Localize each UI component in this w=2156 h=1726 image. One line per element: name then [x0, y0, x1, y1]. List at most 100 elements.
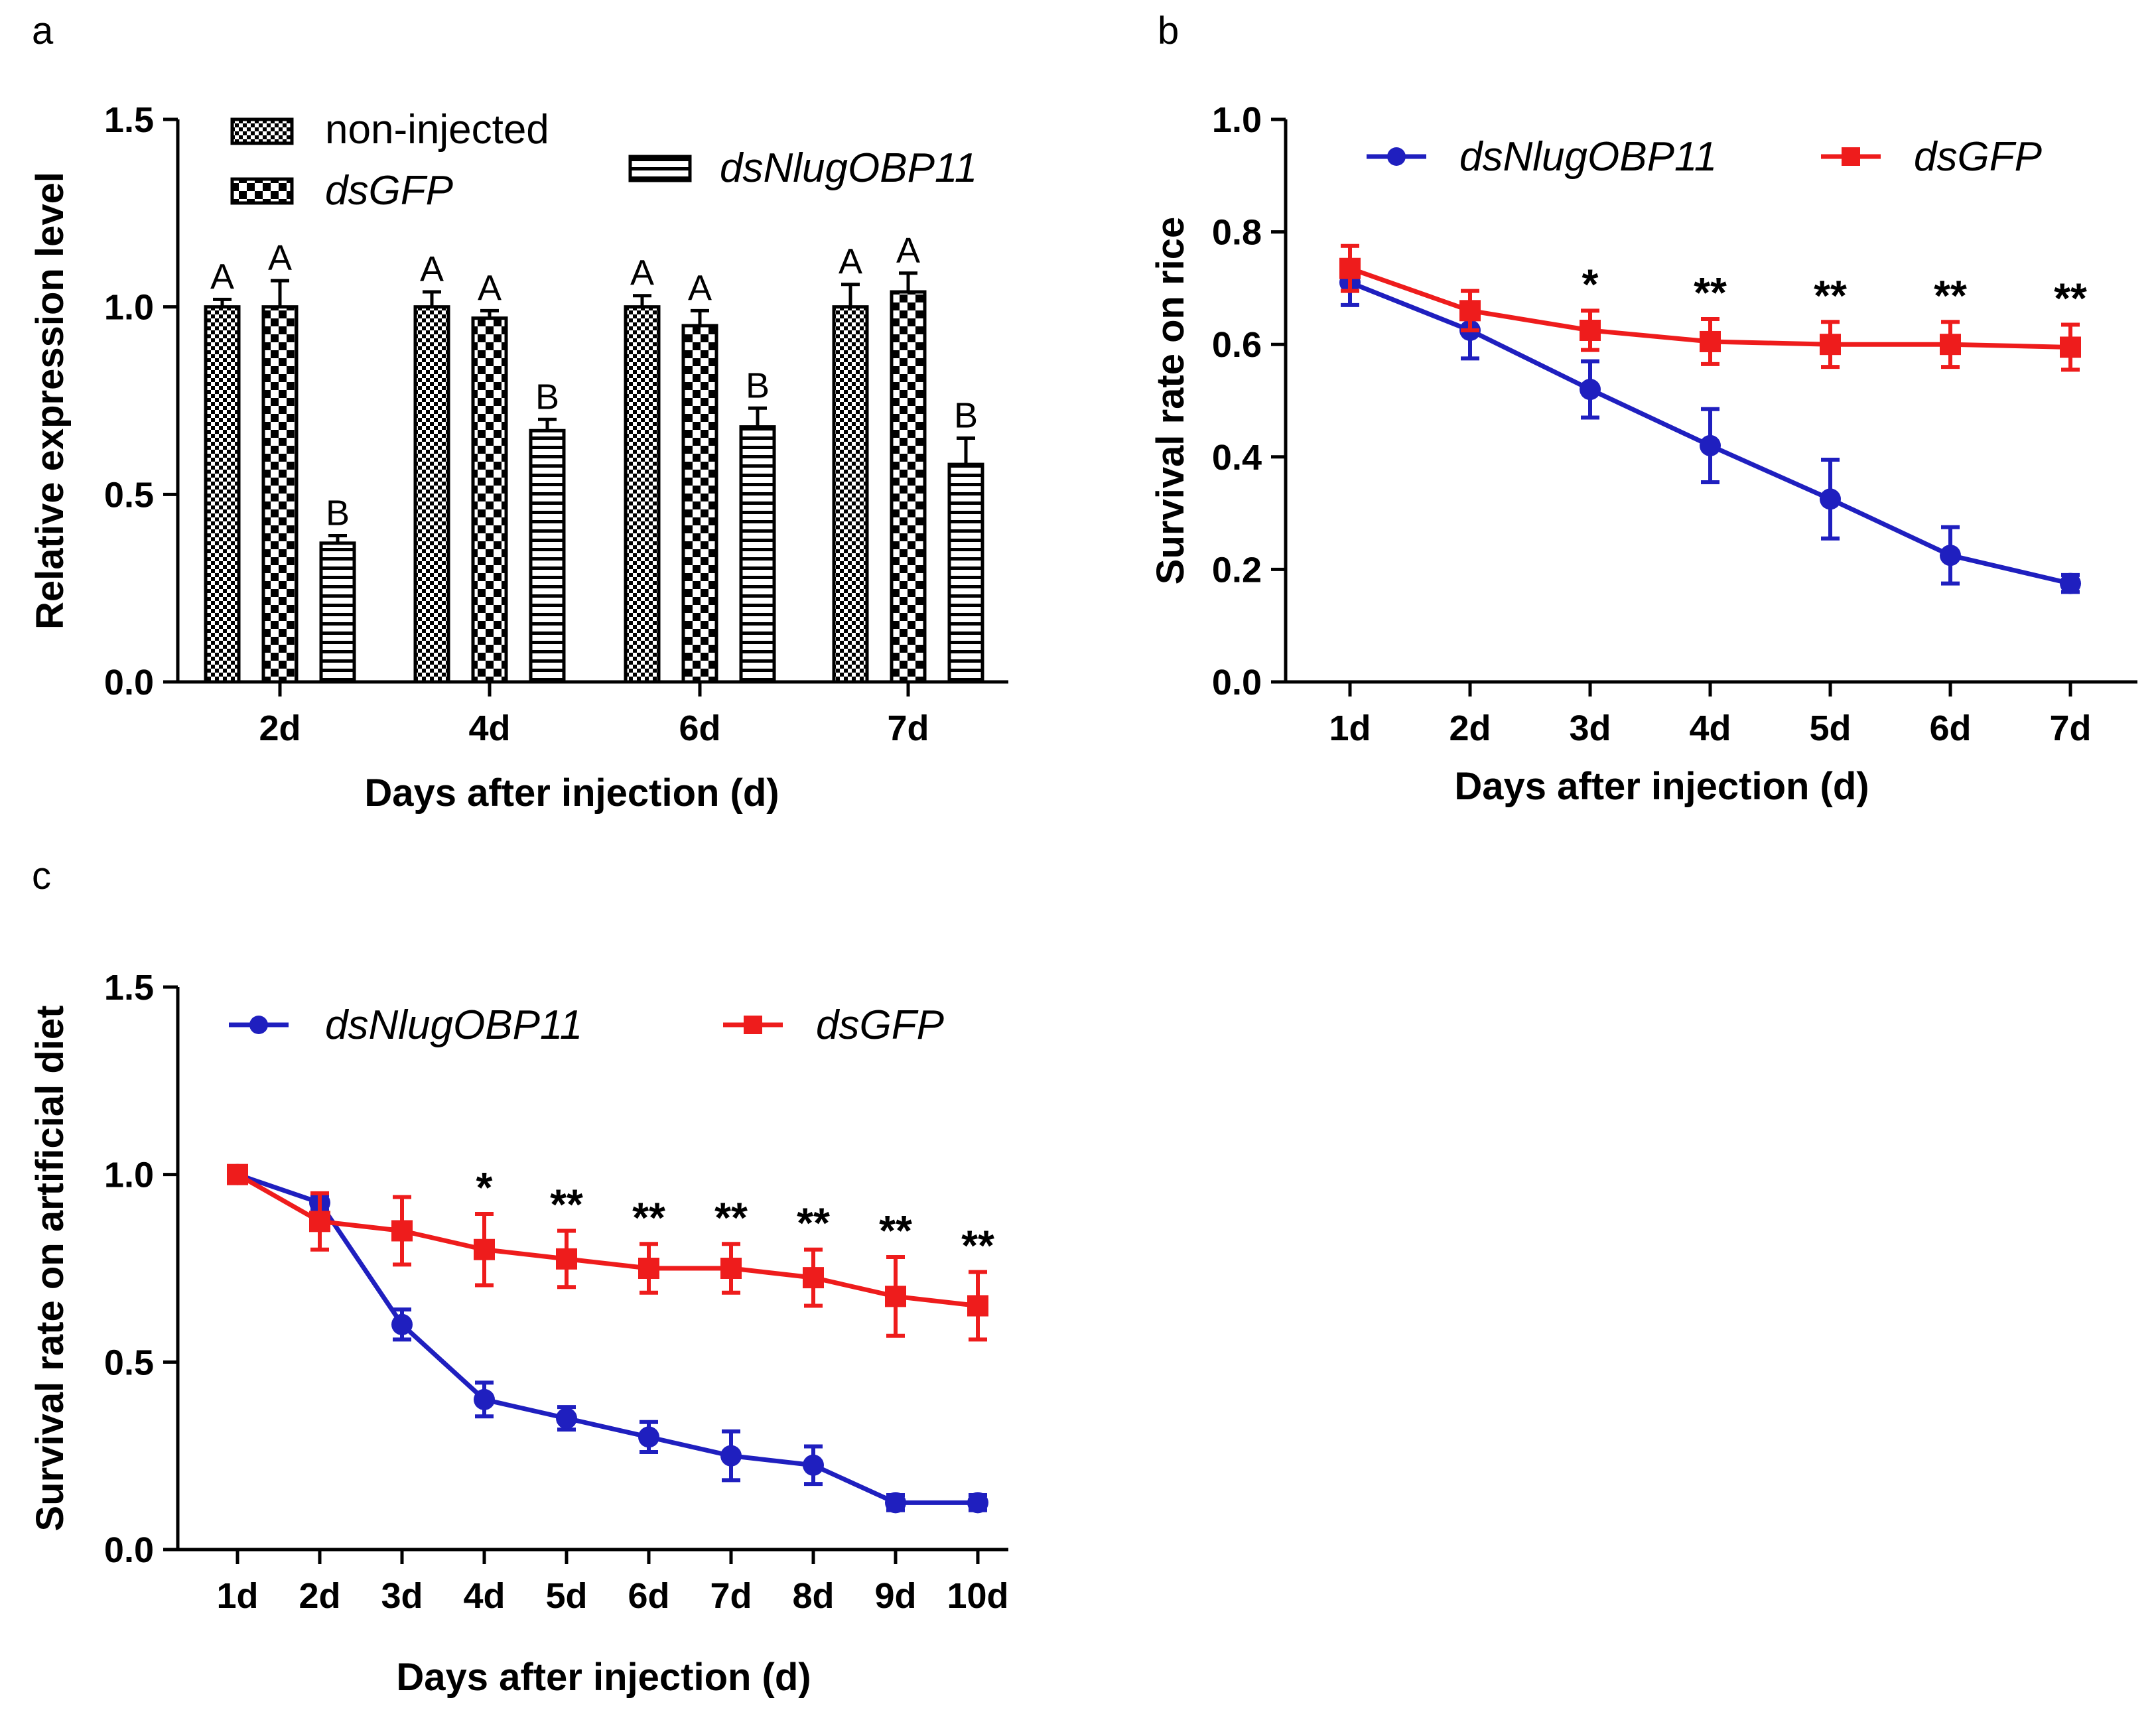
panel-b-x-tick-label: 7d — [2049, 708, 2091, 748]
panel-a-significance-letter: A — [420, 249, 444, 289]
legend-marker-c-dsNlugOBP11 — [249, 1016, 268, 1034]
panel-b-significance-stars: ** — [2054, 275, 2087, 322]
panel-b-x-tick-label: 4d — [1689, 708, 1731, 748]
panel-b-y-tick-label: 0.6 — [1212, 325, 1262, 365]
panel-a-significance-letter: A — [839, 242, 862, 282]
panel-a-significance-letter: B — [535, 377, 559, 417]
panel-b-point-dsGFP-2d — [1459, 300, 1481, 322]
panel-b-significance-stars: * — [1582, 260, 1599, 308]
panel-b-point-dsGFP-3d — [1580, 320, 1601, 341]
panel-c-x-tick-label: 8d — [792, 1576, 834, 1616]
panel-a-bar-dsNlugOBP11-6d — [739, 425, 776, 684]
panel-c-point-dsGFP-9d — [885, 1286, 906, 1307]
panel-b-point-dsGFP-6d — [1940, 334, 1961, 356]
panel-b-line-chart: 0.00.20.40.60.81.0 1d 2d 3d 4d 5d 6d 7d * ** ** *… — [1149, 100, 2137, 808]
panel-c-point-dsNlugOBP11-9d — [885, 1492, 906, 1514]
panel-a-legend: non-injected dsGFP dsNlugOBP11 — [230, 107, 977, 214]
panel-b-y-tick-label: 0.8 — [1212, 213, 1262, 253]
panel-b-point-dsGFP-4d — [1700, 330, 1721, 352]
panel-c-x-label: Days after injection (d) — [396, 1656, 811, 1699]
panel-c-point-dsGFP-5d — [556, 1248, 577, 1270]
legend-swatch-non-injected — [230, 117, 294, 145]
panel-c-point-dsGFP-3d — [391, 1220, 413, 1242]
panel-c-x-tick-label: 1d — [216, 1576, 258, 1616]
legend-label-non-injected: non-injected — [325, 107, 549, 153]
panel-a-y-tick-label: 1.0 — [104, 288, 154, 328]
legend-marker-dsNlugOBP11 — [1387, 147, 1406, 166]
panel-c-series-line-dsNlugOBP11 — [236, 1172, 978, 1505]
panel-c-point-dsGFP-4d — [474, 1238, 495, 1260]
panel-a-bar-dsGFP-2d — [261, 305, 299, 684]
panel-b-y-tick-label: 0.0 — [1212, 663, 1262, 702]
panel-a-bar-chart: 0.00.51.01.5 A ABA ABA ABA AB 2d 4d 6d 7d Relat… — [29, 100, 1008, 815]
panel-b-point-dsNlugOBP11-4d — [1700, 434, 1721, 456]
panel-c-significance-stars: * — [476, 1163, 493, 1211]
panel-c-y-tick-label: 1.5 — [104, 968, 154, 1008]
panel-c-point-dsNlugOBP11-5d — [556, 1408, 577, 1429]
panel-c-y-tick-label: 1.0 — [104, 1156, 154, 1195]
panel-a-bar-dsNlugOBP11-7d — [947, 462, 984, 684]
panel-c-significance-stars: ** — [714, 1193, 748, 1241]
legend-marker-dsGFP — [1842, 147, 1860, 166]
panel-b-x-tick-label: 3d — [1569, 708, 1611, 748]
panel-c-significance-stars: ** — [961, 1222, 994, 1270]
panel-b-x-tick-label: 2d — [1449, 708, 1491, 748]
panel-a-y-tick-label: 0.0 — [104, 663, 154, 702]
panel-a-y-label: Relative expression level — [29, 172, 72, 630]
panel-a-bar-non-injected-6d — [624, 305, 661, 684]
panel-c-x-tick-label: 3d — [381, 1576, 423, 1616]
legend-label-b-dsNlugOBP11: dsNlugOBP11 — [1459, 134, 1717, 180]
panel-c-x-tick-label: 6d — [628, 1576, 669, 1616]
panel-b-x-tick-label: 6d — [1929, 708, 1971, 748]
panel-c-x-tick-label: 10d — [947, 1576, 1008, 1616]
panel-b-point-dsNlugOBP11-6d — [1940, 545, 1961, 566]
panel-a-x-tick-label: 6d — [679, 708, 720, 748]
legend-label-dsNlugOBP11: dsNlugOBP11 — [720, 145, 977, 191]
panel-c-point-dsGFP-1d — [227, 1163, 248, 1185]
panel-b-point-dsNlugOBP11-7d — [2060, 572, 2081, 594]
legend-label-dsGFP: dsGFP — [325, 168, 453, 214]
panel-b-significance-stars: ** — [1814, 271, 1847, 319]
panel-a-bar-dsGFP-7d — [890, 290, 927, 684]
panel-c-point-dsGFP-7d — [720, 1258, 742, 1279]
panel-b-legend: dsNlugOBP11 dsGFP — [1367, 134, 2042, 180]
panel-a-significance-letter: B — [746, 365, 770, 405]
panel-b-y-tick-label: 0.2 — [1212, 550, 1262, 590]
panel-c-x-tick-label: 2d — [299, 1576, 340, 1616]
panel-c-series-line-dsGFP — [236, 1172, 978, 1309]
panel-c-x-tick-label: 9d — [874, 1576, 916, 1616]
panel-b-x-tick-label: 5d — [1809, 708, 1851, 748]
panel-c-point-dsNlugOBP11-8d — [803, 1454, 824, 1476]
panel-a-significance-letter: A — [268, 238, 292, 278]
panel-b-x-label: Days after injection (d) — [1454, 765, 1869, 808]
panel-a-x-tick-label: 4d — [468, 708, 510, 748]
panel-b-point-dsNlugOBP11-3d — [1580, 379, 1601, 401]
panel-a-y-tick-label: 0.5 — [104, 475, 154, 515]
panel-b-x-tick-label: 1d — [1329, 708, 1371, 748]
panel-c-x-tick-label: 7d — [710, 1576, 752, 1616]
legend-label-c-dsNlugOBP11: dsNlugOBP11 — [325, 1002, 582, 1048]
panel-label-c: c — [32, 854, 51, 897]
legend-label-c-dsGFP: dsGFP — [816, 1002, 944, 1048]
panel-a-bar-non-injected-2d — [204, 305, 241, 684]
panel-b-y-label: Survival rate on rice — [1149, 217, 1192, 584]
panel-c-point-dsNlugOBP11-3d — [391, 1313, 413, 1335]
panel-c-y-tick-label: 0.5 — [104, 1343, 154, 1382]
legend-label-b-dsGFP: dsGFP — [1914, 134, 2042, 180]
panel-b-y-tick-label: 0.4 — [1212, 438, 1262, 478]
panel-a-bar-non-injected-4d — [413, 305, 450, 684]
panel-a-bar-dsGFP-6d — [681, 324, 718, 684]
panel-c-y-tick-label: 0.0 — [104, 1530, 154, 1570]
panel-c-point-dsNlugOBP11-10d — [967, 1492, 988, 1514]
panel-c-legend: dsNlugOBP11 dsGFP — [229, 1002, 944, 1048]
panel-a-x-tick-label: 7d — [887, 708, 929, 748]
panel-a-significance-letter: A — [688, 268, 712, 308]
panel-a-y-tick-label: 1.5 — [104, 100, 154, 140]
panel-c-line-chart: 0.00.51.01.5 1d 2d 3d 4d 5d 6d 7d 8d 9d 10d * ** **… — [29, 968, 1009, 1699]
panel-a-bar-non-injected-7d — [832, 305, 869, 684]
panel-b-point-dsGFP-7d — [2060, 336, 2081, 358]
panel-a-significance-letter: B — [326, 494, 350, 533]
panel-a-significance-letter: B — [954, 396, 978, 436]
panel-a-significance-letter: A — [210, 257, 234, 297]
panel-c-significance-stars: ** — [550, 1180, 583, 1228]
